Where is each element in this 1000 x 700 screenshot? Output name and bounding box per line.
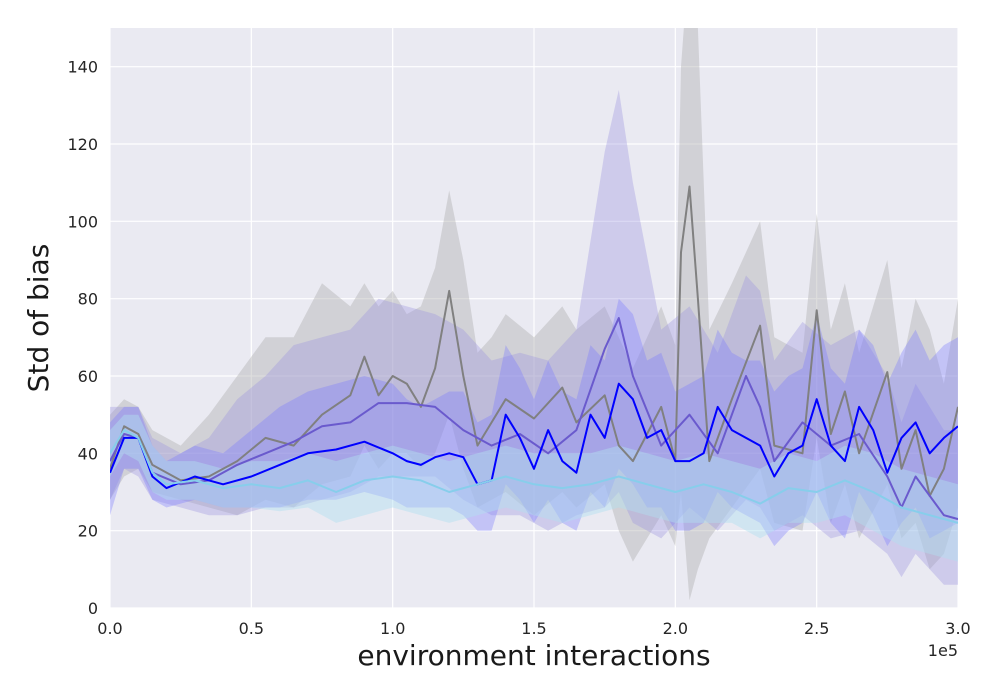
series-4-band [110,414,958,562]
series-3-line [110,382,958,490]
y-tick-label: 100 [67,212,98,231]
x-tick-label: 3.0 [945,619,970,638]
series-4-line [110,429,958,524]
y-tick-label: 80 [78,290,98,309]
y-tick-label: 40 [78,444,98,463]
y-tick-label: 0 [88,599,98,618]
series-2-line [110,317,958,521]
x-axis-multiplier: 1e5 [928,641,958,660]
x-tick-label: 1.0 [380,619,405,638]
series-2-band [110,89,958,585]
y-tick-label: 60 [78,367,98,386]
grid-lines [109,28,959,609]
x-tick-label: 2.0 [663,619,688,638]
y-tick-label: 140 [67,58,98,77]
x-axis-label: environment interactions [357,639,710,672]
x-tick-labels: 0.0 0.5 1.0 1.5 2.0 2.5 3.0 [97,619,970,638]
y-tick-label: 20 [78,522,98,541]
x-tick-label: 0.5 [239,619,264,638]
series-lines [110,185,958,524]
x-tick-label: 2.5 [804,619,829,638]
x-tick-label: 1.5 [521,619,546,638]
y-tick-labels: 0 20 40 60 80 100 120 140 [67,58,98,618]
series-1-band [110,28,958,601]
y-axis-label: Std of bias [22,244,55,393]
x-tick-label: 0.0 [97,619,122,638]
y-tick-label: 120 [67,135,98,154]
